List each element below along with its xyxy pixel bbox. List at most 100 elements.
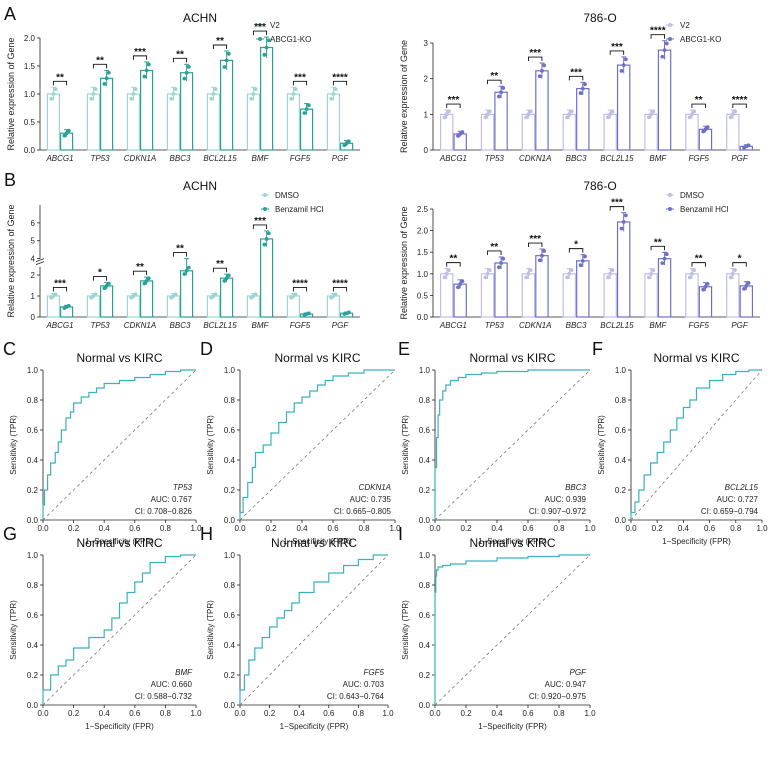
y-axis-label: Sensitivity (TPR) xyxy=(401,600,410,660)
x-tick-label: 0.0 xyxy=(234,709,246,718)
bar-dmso xyxy=(166,295,180,318)
x-tick-label: 0.8 xyxy=(160,524,172,533)
significance-bracket xyxy=(292,80,308,86)
x-axis-label: 1−Specificity (FPR) xyxy=(85,537,154,546)
auc-label: AUC: 0.660 xyxy=(151,680,193,689)
y-axis-label: Relative expression of Gene xyxy=(399,206,409,319)
bar-abcg1-ko xyxy=(698,128,713,151)
data-point xyxy=(209,96,214,101)
data-point xyxy=(262,52,267,57)
data-point xyxy=(304,107,309,112)
legend-label: ABCG1-KO xyxy=(270,35,311,44)
gene-label: BMF xyxy=(252,321,270,330)
data-point xyxy=(142,281,147,286)
roc-title: Normal vs KIRC xyxy=(469,536,555,550)
y-tick-label: 0.6 xyxy=(27,426,39,435)
data-point xyxy=(264,237,269,241)
x-axis-label: 1−Specificity (FPR) xyxy=(478,537,547,546)
significance-bracket xyxy=(446,103,461,109)
x-tick-label: 0.6 xyxy=(522,709,534,718)
bar-panel-A-1: 786-O Relative expression of Gene V2 ABCG1-… xyxy=(399,11,760,163)
significance-bracket xyxy=(252,224,268,229)
significance-label: *** xyxy=(134,47,146,58)
bar-benzamil-hcl xyxy=(260,238,274,318)
data-point xyxy=(660,54,665,59)
x-tick-label: 0.8 xyxy=(553,524,565,533)
significance-bracket xyxy=(527,242,543,248)
x-tick-label: 0.0 xyxy=(37,524,49,533)
significance-bracket xyxy=(568,248,584,253)
data-point xyxy=(733,268,737,273)
x-tick-label: 0.0 xyxy=(429,524,441,533)
gene-label: FGF5 xyxy=(688,321,709,330)
y-tick-label: 1.0 xyxy=(615,366,627,375)
ci-label: CI: 0.907−0.972 xyxy=(529,507,587,516)
data-point xyxy=(687,115,692,120)
ci-label: CI: 0.665−0.805 xyxy=(334,507,392,516)
x-tick-label: 0.2 xyxy=(68,709,80,718)
data-point xyxy=(171,92,176,96)
data-point xyxy=(730,112,735,117)
y-axis-label: Relative expression of Gene xyxy=(6,204,16,317)
x-tick-label: 0.2 xyxy=(460,524,472,533)
significance-label: ** xyxy=(176,49,184,60)
data-point xyxy=(483,275,488,280)
bar-v2 xyxy=(726,113,740,151)
gene-label: BMF xyxy=(649,154,667,163)
data-point xyxy=(569,268,574,273)
x-tick-label: 0.6 xyxy=(129,524,141,533)
y-tick-label: 2.5 xyxy=(417,205,429,214)
bar-abcg1-ko xyxy=(494,91,508,151)
y-tick-label: 1.0 xyxy=(419,551,431,560)
significance-bracket xyxy=(172,57,188,63)
bar-benzamil-hcl xyxy=(494,262,508,318)
data-point xyxy=(333,87,338,92)
panel-title: ACHN xyxy=(183,11,217,25)
auc-label: AUC: 0.947 xyxy=(545,680,587,689)
data-point xyxy=(53,292,58,297)
data-point xyxy=(703,284,708,289)
significance-bracket xyxy=(332,80,348,86)
x-axis-label: 1−Specificity (FPR) xyxy=(85,722,154,731)
data-point xyxy=(133,292,138,297)
data-point xyxy=(692,268,697,273)
gene-label: BBC3 xyxy=(565,483,586,492)
panel-letter: F xyxy=(592,339,603,359)
x-tick-label: 0.8 xyxy=(730,524,742,533)
y-tick-label: 0.2 xyxy=(419,671,431,680)
panel-letter: G xyxy=(3,524,17,544)
bar-abcg1-ko xyxy=(535,70,549,151)
bar-abcg1-ko xyxy=(260,46,274,151)
gene-label: PGF xyxy=(332,321,350,330)
significance-label: ** xyxy=(490,242,498,253)
data-point xyxy=(662,48,667,53)
auc-label: AUC: 0.703 xyxy=(343,680,385,689)
bar-abcg1-ko xyxy=(180,72,194,151)
data-point xyxy=(346,139,351,144)
significance-bracket xyxy=(52,80,68,86)
y-tick-label: 0.0 xyxy=(224,516,236,525)
y-axis-label: Sensitivity (TPR) xyxy=(206,600,215,660)
data-point xyxy=(66,303,71,308)
gene-label: PGF xyxy=(570,668,588,677)
data-point xyxy=(91,92,96,96)
data-point xyxy=(496,94,501,99)
x-tick-label: 0.2 xyxy=(265,524,277,533)
data-point xyxy=(649,271,653,276)
ci-label: CI: 0.659−0.794 xyxy=(701,507,759,516)
roc-title: Normal vs KIRC xyxy=(76,536,162,550)
data-point xyxy=(664,252,669,257)
bar-dmso xyxy=(480,273,495,318)
bar-dmso xyxy=(286,295,300,318)
y-tick-label: 2 xyxy=(424,75,429,84)
legend-label: DMSO xyxy=(275,191,299,200)
bar-v2 xyxy=(86,93,101,151)
y-axis-label: Sensitivity (TPR) xyxy=(206,415,215,475)
y-axis-label: Sensitivity (TPR) xyxy=(401,415,410,475)
legend-label: Benzamil HCl xyxy=(275,205,324,214)
data-point xyxy=(565,275,570,280)
data-point xyxy=(580,86,585,91)
y-tick-label: 5 xyxy=(31,237,36,246)
significance-label: * xyxy=(738,254,742,265)
